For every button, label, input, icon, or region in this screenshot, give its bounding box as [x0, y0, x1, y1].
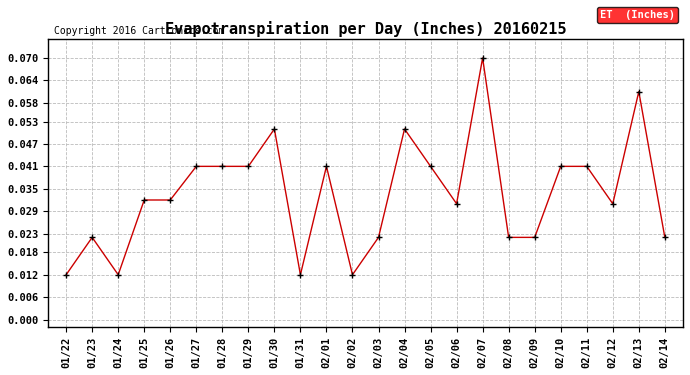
Title: Evapotranspiration per Day (Inches) 20160215: Evapotranspiration per Day (Inches) 2016…: [165, 21, 566, 37]
Legend: ET  (Inches): ET (Inches): [597, 7, 678, 23]
Text: Copyright 2016 Cartronics.com: Copyright 2016 Cartronics.com: [55, 26, 225, 36]
